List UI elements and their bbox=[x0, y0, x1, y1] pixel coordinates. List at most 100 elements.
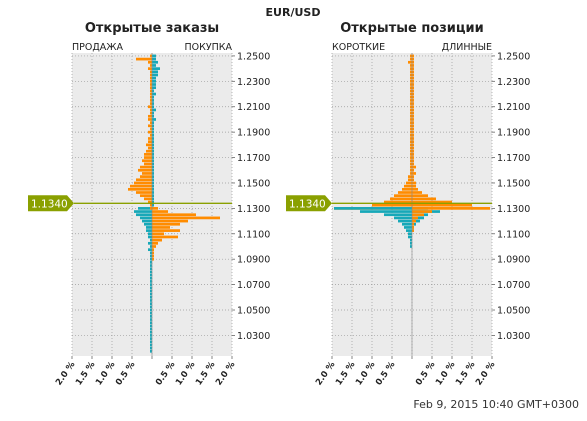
long-bar bbox=[410, 105, 412, 109]
long-bar bbox=[412, 99, 414, 102]
sell-bar bbox=[144, 156, 152, 159]
long-bar bbox=[412, 70, 414, 74]
long-bar bbox=[402, 187, 412, 191]
buy-bar bbox=[152, 108, 156, 112]
buy-bar bbox=[152, 57, 156, 61]
long-bar bbox=[412, 137, 414, 140]
sell-bar bbox=[150, 108, 152, 112]
long-bar bbox=[412, 89, 414, 93]
buy-bar bbox=[150, 238, 152, 242]
sell-bar bbox=[152, 216, 220, 220]
buy-bar bbox=[150, 302, 152, 306]
positions-y-tick-label: 1.0700 bbox=[497, 280, 530, 291]
sell-bar bbox=[146, 149, 152, 153]
buy-bar bbox=[152, 67, 160, 70]
sell-bar bbox=[152, 229, 180, 232]
long-bar bbox=[410, 121, 412, 124]
sell-bar bbox=[152, 241, 158, 245]
buy-bar bbox=[150, 308, 152, 312]
buy-bar bbox=[152, 114, 154, 118]
buy-bar bbox=[152, 194, 154, 198]
sell-bar bbox=[150, 73, 152, 77]
long-bar bbox=[412, 213, 424, 217]
buy-bar bbox=[150, 289, 152, 293]
positions-price-label: 1.1340 bbox=[289, 198, 326, 210]
buy-bar bbox=[152, 184, 154, 188]
short-bar bbox=[334, 207, 412, 210]
buy-bar bbox=[152, 168, 154, 172]
buy-bar bbox=[150, 337, 152, 340]
short-bar bbox=[384, 213, 412, 217]
orders-y-tick-label: 1.2300 bbox=[237, 77, 270, 88]
buy-bar bbox=[152, 191, 154, 194]
long-bar bbox=[384, 200, 412, 204]
sell-bar bbox=[152, 257, 154, 261]
sell-bar bbox=[150, 54, 152, 58]
long-bar bbox=[410, 165, 412, 169]
buy-bar bbox=[150, 330, 152, 334]
short-bar bbox=[394, 216, 412, 220]
long-bar bbox=[412, 86, 414, 90]
sell-bar bbox=[150, 83, 152, 86]
long-bar bbox=[412, 219, 416, 223]
long-bar bbox=[372, 203, 412, 207]
orders-x-tick-label: 2.0 % bbox=[214, 360, 238, 388]
long-bar bbox=[412, 76, 414, 80]
buy-bar bbox=[134, 210, 152, 213]
buy-bar bbox=[150, 315, 152, 318]
long-bar bbox=[412, 153, 414, 156]
sell-bar bbox=[150, 86, 152, 90]
long-bar bbox=[412, 133, 414, 137]
long-bar bbox=[412, 216, 418, 220]
positions-y-tick-label: 1.1500 bbox=[497, 178, 530, 189]
orders-x-tick-label: 0.5 % bbox=[114, 360, 138, 388]
positions-title: Открытые позиции bbox=[340, 21, 484, 36]
long-bar bbox=[412, 67, 414, 70]
long-bar bbox=[412, 194, 428, 198]
long-bar bbox=[412, 57, 414, 61]
long-bar bbox=[410, 79, 412, 83]
buy-bar bbox=[152, 95, 154, 99]
buy-bar bbox=[150, 343, 152, 347]
buy-bar bbox=[152, 111, 154, 115]
orders-x-tick-label: 1.5 % bbox=[74, 360, 98, 388]
buy-bar bbox=[150, 267, 152, 271]
orders-price-marker bbox=[28, 195, 74, 212]
long-bar bbox=[410, 64, 412, 67]
long-bar bbox=[410, 159, 412, 163]
positions-y-tick-label: 1.0300 bbox=[497, 331, 530, 342]
long-bar bbox=[412, 54, 414, 58]
sell-bar bbox=[148, 60, 152, 64]
positions-left-label: КОРОТКИЕ bbox=[332, 42, 385, 53]
orders-x-tick-label: 2.0 % bbox=[54, 360, 78, 388]
short-bar bbox=[410, 245, 412, 248]
short-bar bbox=[398, 219, 412, 223]
buy-bar bbox=[152, 181, 154, 185]
sell-bar bbox=[146, 143, 152, 147]
sell-bar bbox=[150, 133, 152, 137]
buy-bar bbox=[152, 79, 156, 83]
long-bar bbox=[412, 111, 414, 115]
orders-y-tick-label: 1.1100 bbox=[237, 229, 270, 240]
positions-x-tick-label: 1.5 % bbox=[334, 360, 358, 388]
buy-bar bbox=[152, 64, 156, 67]
sell-bar bbox=[152, 245, 156, 248]
long-bar bbox=[410, 54, 412, 58]
long-bar bbox=[412, 108, 414, 112]
buy-bar bbox=[150, 264, 152, 267]
buy-bar bbox=[144, 222, 152, 226]
buy-bar bbox=[152, 92, 156, 96]
sell-bar bbox=[136, 57, 152, 61]
buy-bar bbox=[152, 200, 154, 204]
positions-x-tick-label: 2.0 % bbox=[474, 360, 498, 388]
buy-bar bbox=[152, 60, 158, 64]
sell-bar bbox=[140, 194, 152, 198]
buy-bar bbox=[150, 318, 152, 321]
sell-bar bbox=[148, 114, 152, 118]
long-bar bbox=[410, 118, 412, 121]
long-bar bbox=[412, 200, 452, 204]
sell-bar bbox=[136, 178, 152, 182]
sell-bar bbox=[152, 213, 196, 217]
buy-bar bbox=[152, 83, 156, 86]
